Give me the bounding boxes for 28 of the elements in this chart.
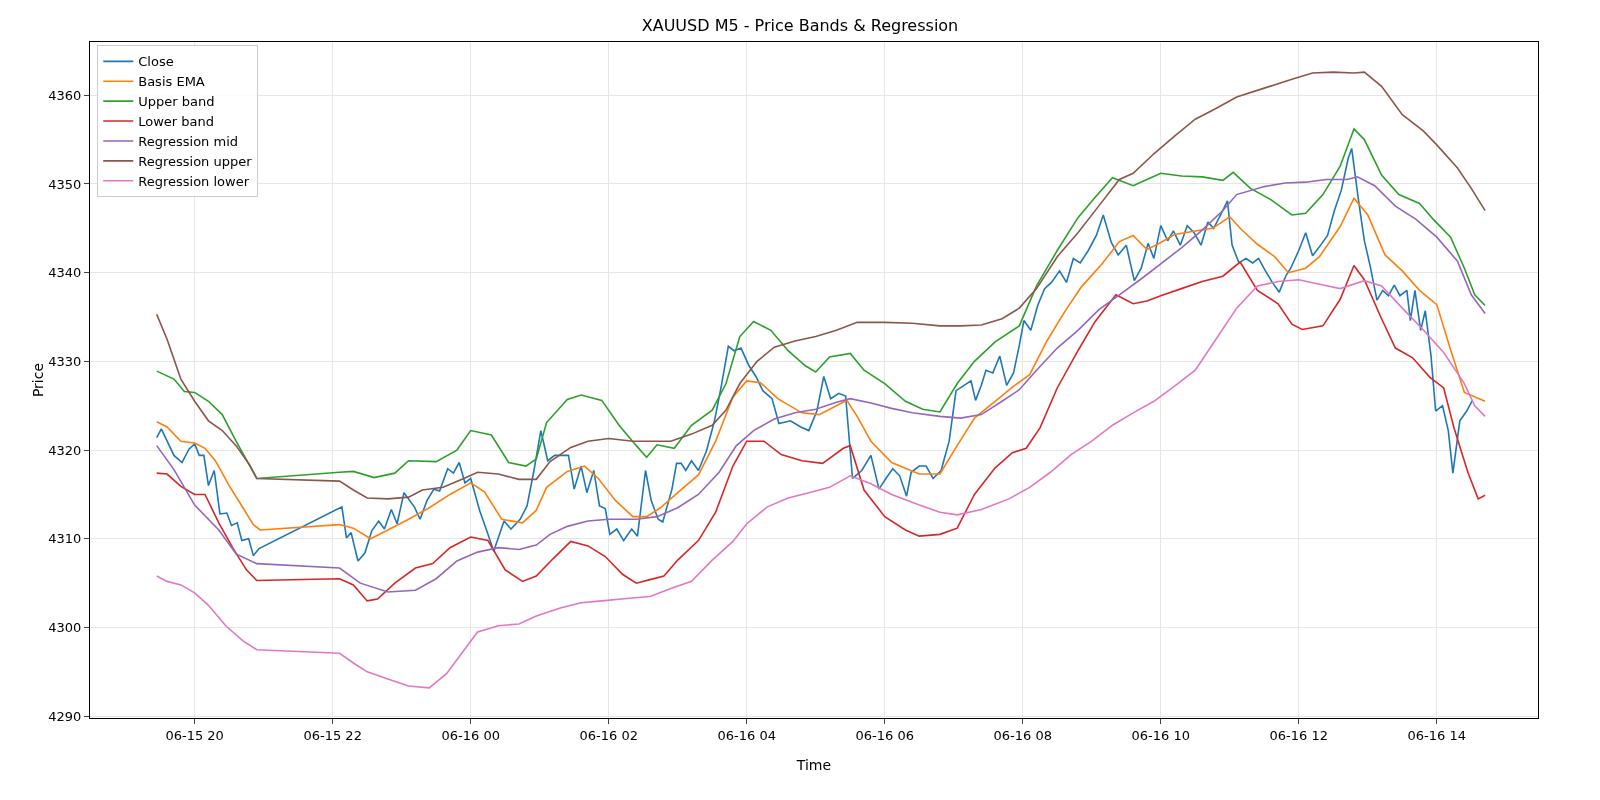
legend-label: Regression lower: [138, 173, 250, 189]
legend-label: Regression mid: [138, 134, 239, 149]
x-tick-label: 06-16 12: [1269, 727, 1329, 743]
x-tick-label: 06-16 10: [1131, 727, 1190, 743]
x-tick-label: 06-16 04: [717, 727, 776, 743]
legend-label: Regression upper: [138, 153, 253, 169]
legend-label: Upper band: [138, 94, 215, 110]
x-tick-label: 06-16 14: [1407, 727, 1467, 743]
y-axis-title: Price: [30, 362, 47, 398]
x-tick-label: 06-16 00: [441, 727, 500, 743]
legend-label: Basis EMA: [138, 74, 205, 90]
y-tick-label: 4360: [48, 87, 82, 103]
y-tick-label: 4290: [48, 708, 82, 724]
legend-label: Close: [138, 54, 174, 70]
x-axis-title: Time: [795, 757, 832, 773]
x-tick-label: 06-16 02: [579, 727, 638, 743]
chart-title: XAUUSD M5 - Price Bands & Regression: [641, 16, 959, 36]
x-tick-label: 06-16 06: [855, 727, 914, 743]
y-tick-label: 4350: [48, 176, 82, 192]
y-tick-label: 4340: [48, 265, 82, 281]
x-tick-label: 06-16 08: [993, 727, 1052, 743]
y-tick-label: 4320: [48, 442, 82, 458]
y-tick-label: 4330: [48, 353, 82, 369]
x-tick-label: 06-15 22: [303, 727, 362, 743]
x-tick-label: 06-15 20: [165, 727, 224, 743]
y-tick-label: 4310: [48, 531, 82, 547]
legend-label: Lower band: [138, 114, 215, 130]
y-tick-label: 4300: [48, 620, 82, 636]
